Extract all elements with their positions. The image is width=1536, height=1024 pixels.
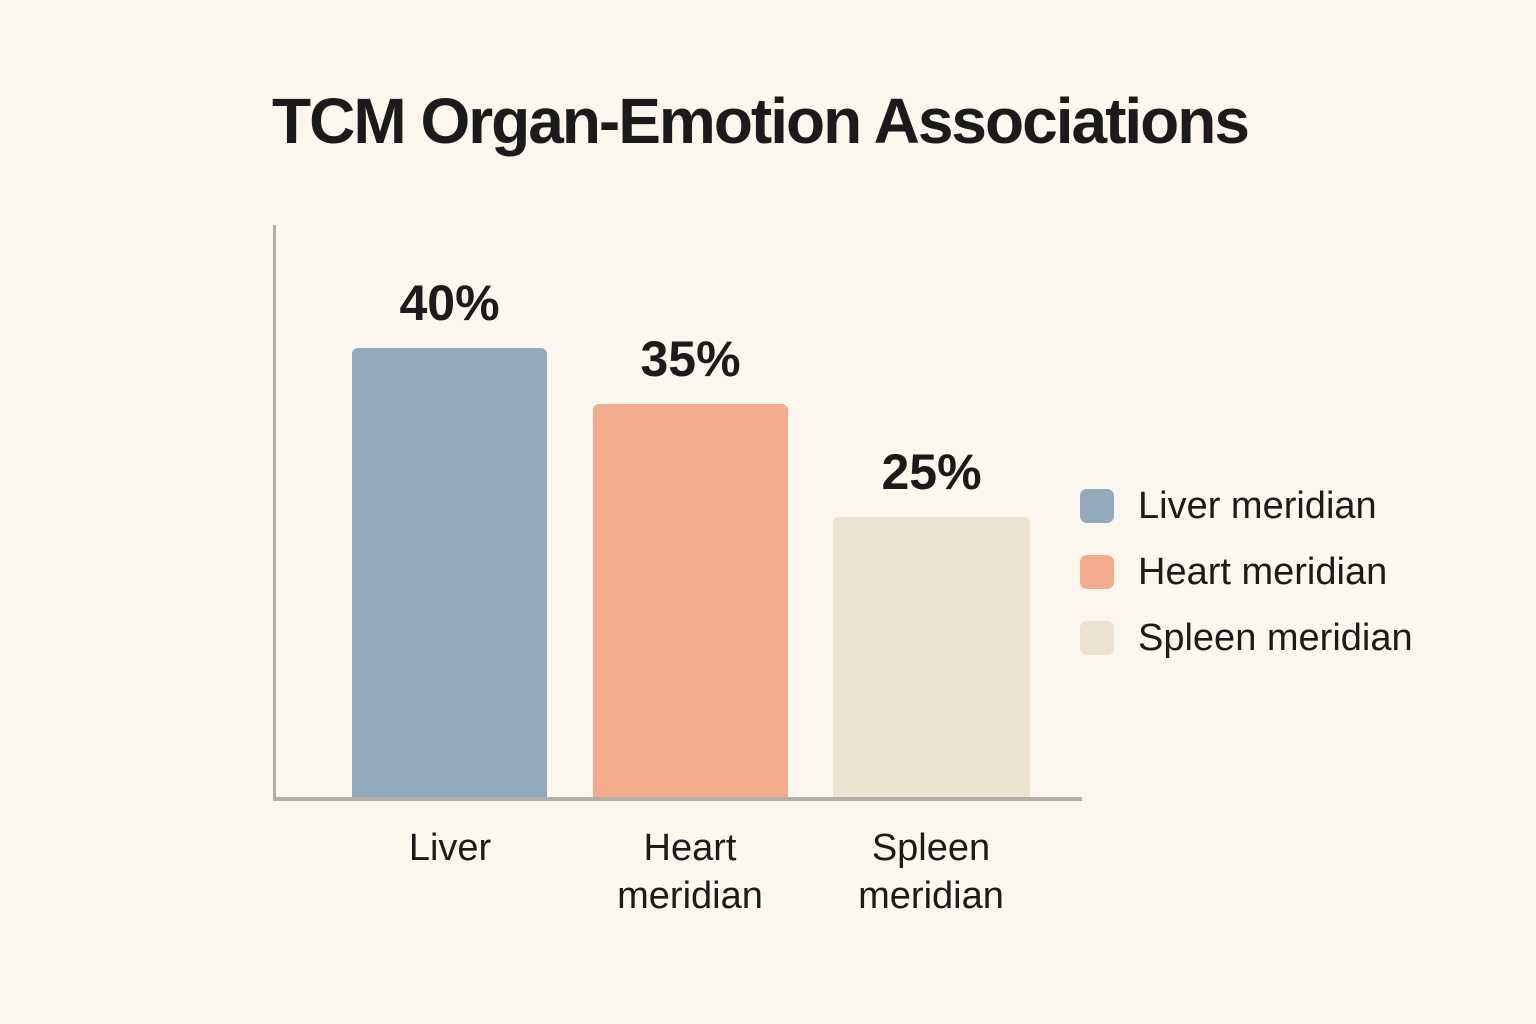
bar-group-spleen: 25% (833, 447, 1030, 798)
legend-swatch-heart (1080, 555, 1114, 589)
bar-value-label-heart: 35% (640, 331, 741, 387)
legend-label-liver: Liver meridian (1138, 484, 1377, 527)
bar-spleen (833, 517, 1030, 798)
y-axis-line (273, 225, 276, 801)
legend-swatch-liver (1080, 489, 1114, 523)
bar-value-label-liver: 40% (399, 275, 500, 331)
chart-title: TCM Organ-Emotion Associations (272, 85, 1250, 157)
bar-group-liver: 40% (352, 278, 547, 798)
x-axis-label-spleen: Spleen meridian (858, 827, 1004, 917)
legend-item-liver: Liver meridian (1080, 484, 1413, 527)
legend-label-heart: Heart meridian (1138, 550, 1388, 593)
legend-label-spleen: Spleen meridian (1138, 616, 1413, 659)
bar-value-label-spleen: 25% (881, 444, 982, 500)
legend-swatch-spleen (1080, 621, 1114, 655)
bar-liver (352, 348, 547, 798)
legend-item-heart: Heart meridian (1080, 550, 1413, 593)
x-axis-label-heart: Heart meridian (617, 827, 763, 917)
bar-group-heart: 35% (593, 334, 788, 798)
x-axis-label-liver: Liver (408, 827, 492, 869)
bar-heart (593, 404, 788, 798)
x-axis-line (273, 797, 1082, 801)
legend-item-spleen: Spleen meridian (1080, 616, 1413, 659)
legend: Liver meridian Heart meridian Spleen mer… (1080, 484, 1413, 684)
